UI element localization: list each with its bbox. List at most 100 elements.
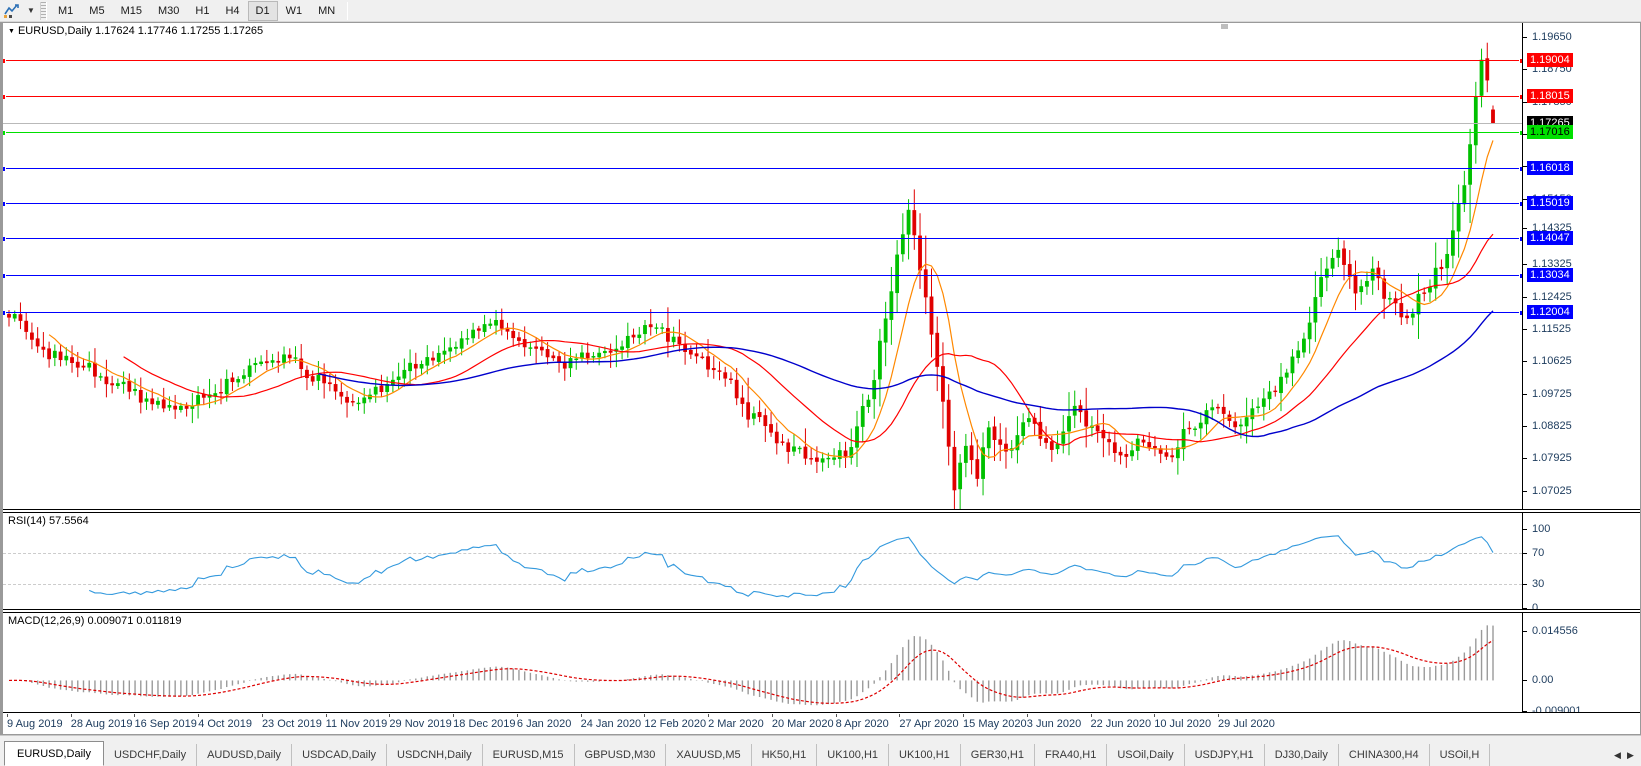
scroll-left-icon[interactable]: ◀ [1614,749,1621,760]
toolbar-separator [347,1,349,20]
toolbar-grip[interactable] [40,1,47,20]
price-level-label[interactable]: 1.16018 [1527,160,1573,175]
price-level-label[interactable]: 1.18015 [1527,88,1573,103]
price-level-label[interactable]: 1.14047 [1527,231,1573,246]
timeframe-h1[interactable]: H1 [195,4,210,17]
chart-tab-fra40-h1[interactable]: FRA40,H1 [1035,744,1108,766]
price-tick-mark [1523,296,1527,298]
support-line[interactable] [3,165,1525,172]
date-axis-label: 3 Jun 2020 [1026,718,1082,730]
timeframe-d1[interactable]: D1 [247,0,278,21]
page-title: EURUSD,Daily 1.17624 1.17746 1.17255 1.1… [17,25,264,37]
price-tick-label: 1.07025 [1532,484,1572,497]
chart-tab-eurusd-daily[interactable]: EURUSD,Daily [4,741,104,766]
rsi-tick-mark [1523,529,1527,530]
price-pane[interactable]: ▼ EURUSD,Daily 1.17624 1.17746 1.17255 1.… [3,23,1640,510]
date-axis-label: 6 Jan 2020 [516,718,572,730]
chart-tab-xauusd-m5[interactable]: XAUUSD,M5 [666,744,752,766]
price-scale-divider [1522,23,1523,509]
macd-tick-mark [1523,680,1527,682]
price-tick-label: 1.09725 [1532,387,1572,400]
chart-tab-usdjpy-h1[interactable]: USDJPY,H1 [1185,744,1265,766]
rsi-pane[interactable]: RSI(14) 57.5564 100 70 30 0 [3,512,1640,610]
macd-pane[interactable]: MACD(12,26,9) 0.009071 0.011819 0.014556… [3,612,1640,713]
resistance-line[interactable] [3,93,1525,100]
support-line[interactable] [3,272,1525,279]
rsi-tick-mark [1523,584,1527,586]
date-axis-label: 9 Aug 2019 [7,718,63,730]
timeframe-w1[interactable]: W1 [285,4,303,17]
line-handle-left[interactable] [3,129,6,136]
price-tick-mark [1523,198,1527,200]
price-level-label[interactable]: 1.13034 [1527,267,1573,282]
chart-tab-uk100-h1[interactable]: UK100,H1 [817,744,890,766]
timeframe-mn[interactable]: MN [318,4,336,17]
chart-periods-icon[interactable] [0,1,24,21]
line-handle-left[interactable] [3,165,6,172]
line-handle-left[interactable] [3,309,6,316]
chevron-down-icon[interactable]: ▼ [27,6,35,15]
bid-price-line [3,122,1522,124]
time-axis[interactable]: 9 Aug 2019 28 Aug 2019 16 Sep 2019 4 Oct 20… [3,714,1640,735]
date-axis-tick [580,714,582,717]
rsi-tick-label: 70 [1532,546,1545,559]
date-axis-tick [835,714,837,717]
chart-tab-uk100-h1[interactable]: UK100,H1 [889,744,961,766]
timeframe-m30[interactable]: M30 [157,4,180,17]
resistance-line[interactable] [3,58,1525,65]
line-handle-left[interactable] [3,58,6,65]
price-tick-mark [1523,101,1527,103]
price-tick-label: 1.08825 [1532,420,1572,433]
chart-tab-usdchf-daily[interactable]: USDCHF,Daily [104,744,198,766]
price-tick-label: 1.19650 [1532,31,1572,43]
support-line[interactable] [3,201,1525,208]
date-axis-tick [771,714,773,717]
chart-tab-ger30-h1[interactable]: GER30,H1 [961,744,1035,766]
chart-tab-usoil-h[interactable]: USOil,H [1430,744,1491,766]
bid-level-line[interactable] [3,129,1525,136]
scroll-right-icon[interactable]: ▶ [1627,749,1634,760]
macd-plot [8,625,1494,706]
price-level-label[interactable]: 1.19004 [1527,53,1573,68]
support-line[interactable] [3,236,1525,243]
price-tick-mark [1523,361,1527,363]
timeframe-h4[interactable]: H4 [225,4,240,17]
chart-tab-dj30-daily[interactable]: DJ30,Daily [1265,744,1339,766]
support-line[interactable] [3,309,1525,316]
date-axis-label: 8 Apr 2020 [835,718,889,730]
rsi-plot [88,535,1494,598]
price-tick-mark [1523,166,1527,168]
chart-tab-eurusd-m15[interactable]: EURUSD,M15 [483,744,575,766]
chart-window: ▼ EURUSD,Daily 1.17624 1.17746 1.17255 1.… [0,22,1641,735]
date-axis-label: 2 Mar 2020 [708,718,764,730]
macd-tick-mark [1523,711,1527,712]
line-handle-left[interactable] [3,93,6,100]
timeframe-m1[interactable]: M1 [58,4,74,17]
chart-tab-usdcad-daily[interactable]: USDCAD,Daily [292,744,388,766]
line-handle-left[interactable] [3,236,6,243]
macd-scale: 0.014556 0.00 -0.009001 [1523,613,1640,712]
chart-tab-hk50-h1[interactable]: HK50,H1 [752,744,818,766]
macd-tick-label: 0.00 [1532,674,1554,687]
timeframe-m5[interactable]: M5 [89,4,105,17]
triangle-down-icon[interactable]: ▼ [8,27,15,35]
date-axis-tick [708,714,710,717]
date-axis-label: 12 Feb 2020 [644,718,707,730]
chart-tab-usdcnh-daily[interactable]: USDCNH,Daily [387,744,483,766]
price-tick-mark [1523,37,1527,38]
chart-tab-audusd-daily[interactable]: AUDUSD,Daily [197,744,293,766]
line-handle-left[interactable] [3,272,6,279]
chart-tab-china300-h4[interactable]: CHINA300,H4 [1339,744,1430,766]
chart-tab-usoil-daily[interactable]: USOil,Daily [1107,744,1185,766]
line-handle-left[interactable] [3,201,6,208]
price-level-label[interactable]: 1.17016 [1527,124,1573,139]
price-level-label[interactable]: 1.12004 [1527,304,1573,319]
timeframe-m15[interactable]: M15 [120,4,142,17]
date-axis-tick [7,714,8,717]
date-axis-tick [70,714,72,717]
chart-tab-gbpusd-m30[interactable]: GBPUSD,M30 [575,744,667,766]
price-scale[interactable]: 1.196501.187501.178501.169501.160501.151… [1523,23,1640,509]
date-axis-tick [453,714,455,717]
top-toolbar: ▼ M1 M5 M15 M30 H1 H4 D1 W1 MN [0,0,1641,22]
price-level-label[interactable]: 1.15019 [1527,196,1573,211]
